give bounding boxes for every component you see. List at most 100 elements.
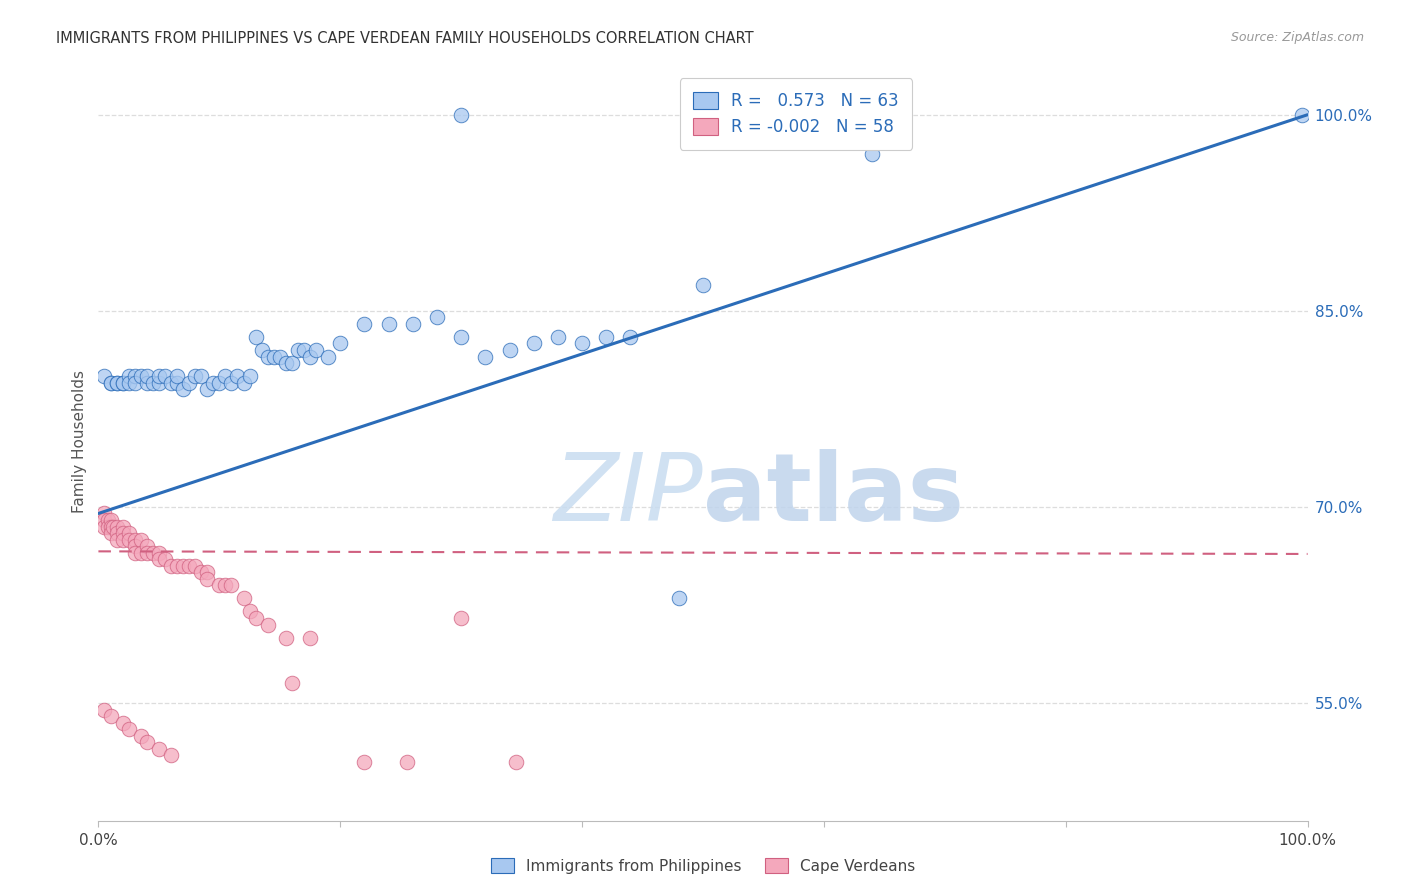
Point bbox=[148, 369, 170, 384]
Point bbox=[160, 376, 183, 390]
Point bbox=[118, 722, 141, 736]
Point bbox=[148, 741, 170, 756]
Point bbox=[142, 376, 165, 390]
Text: atlas: atlas bbox=[703, 449, 965, 541]
Point bbox=[281, 676, 304, 690]
Point bbox=[105, 519, 128, 533]
Point bbox=[474, 350, 496, 364]
Point bbox=[124, 539, 146, 553]
Point bbox=[860, 147, 883, 161]
Point bbox=[245, 330, 267, 344]
Point bbox=[118, 533, 141, 547]
Point bbox=[124, 376, 146, 390]
Point bbox=[256, 350, 278, 364]
Point bbox=[329, 336, 352, 351]
Point bbox=[124, 546, 146, 560]
Point bbox=[105, 526, 128, 541]
Point bbox=[232, 376, 254, 390]
Point bbox=[299, 631, 322, 645]
Point bbox=[135, 376, 157, 390]
Point bbox=[450, 108, 472, 122]
Point bbox=[148, 376, 170, 390]
Point bbox=[692, 277, 714, 292]
Point bbox=[263, 350, 285, 364]
Point bbox=[100, 376, 122, 390]
Point bbox=[668, 591, 690, 606]
Point bbox=[97, 513, 120, 527]
Point bbox=[619, 330, 641, 344]
Point bbox=[1291, 108, 1313, 122]
Point bbox=[221, 578, 243, 592]
Point bbox=[111, 519, 134, 533]
Point bbox=[105, 533, 128, 547]
Point bbox=[195, 566, 218, 580]
Point bbox=[93, 513, 115, 527]
Point bbox=[135, 369, 157, 384]
Point bbox=[93, 369, 115, 384]
Point bbox=[160, 558, 183, 573]
Point bbox=[505, 755, 527, 769]
Point bbox=[221, 376, 243, 390]
Point bbox=[129, 533, 152, 547]
Point bbox=[179, 376, 201, 390]
Point bbox=[166, 369, 188, 384]
Point bbox=[402, 317, 425, 331]
Point bbox=[305, 343, 328, 357]
Point bbox=[208, 578, 231, 592]
Point bbox=[316, 350, 339, 364]
Point bbox=[100, 513, 122, 527]
Point bbox=[523, 336, 546, 351]
Point bbox=[195, 572, 218, 586]
Point bbox=[129, 369, 152, 384]
Point bbox=[172, 382, 194, 396]
Point bbox=[160, 748, 183, 763]
Point bbox=[214, 578, 236, 592]
Point bbox=[239, 369, 262, 384]
Point bbox=[426, 310, 449, 325]
Point bbox=[135, 735, 157, 749]
Point bbox=[129, 729, 152, 743]
Point bbox=[377, 317, 399, 331]
Point bbox=[239, 605, 262, 619]
Point bbox=[100, 519, 122, 533]
Point bbox=[135, 539, 157, 553]
Point bbox=[256, 617, 278, 632]
Point bbox=[105, 376, 128, 390]
Point bbox=[153, 552, 176, 566]
Point bbox=[395, 755, 418, 769]
Point bbox=[148, 546, 170, 560]
Point bbox=[124, 533, 146, 547]
Legend: R =   0.573   N = 63, R = -0.002   N = 58: R = 0.573 N = 63, R = -0.002 N = 58 bbox=[679, 78, 912, 150]
Text: Source: ZipAtlas.com: Source: ZipAtlas.com bbox=[1230, 31, 1364, 45]
Point bbox=[100, 376, 122, 390]
Point bbox=[292, 343, 315, 357]
Point bbox=[250, 343, 273, 357]
Point bbox=[93, 507, 115, 521]
Point bbox=[93, 702, 115, 716]
Point bbox=[208, 376, 231, 390]
Point bbox=[232, 591, 254, 606]
Point bbox=[118, 526, 141, 541]
Point bbox=[142, 546, 165, 560]
Point bbox=[172, 558, 194, 573]
Point bbox=[498, 343, 520, 357]
Point bbox=[202, 376, 225, 390]
Point bbox=[299, 350, 322, 364]
Point bbox=[595, 330, 617, 344]
Point bbox=[124, 369, 146, 384]
Point bbox=[100, 709, 122, 723]
Point bbox=[195, 382, 218, 396]
Point bbox=[148, 552, 170, 566]
Point bbox=[353, 317, 375, 331]
Point bbox=[184, 558, 207, 573]
Point bbox=[153, 369, 176, 384]
Point bbox=[547, 330, 569, 344]
Point bbox=[105, 376, 128, 390]
Point bbox=[190, 369, 212, 384]
Point bbox=[111, 715, 134, 730]
Point bbox=[274, 356, 297, 370]
Point bbox=[118, 376, 141, 390]
Point bbox=[287, 343, 309, 357]
Point bbox=[93, 519, 115, 533]
Point bbox=[101, 519, 124, 533]
